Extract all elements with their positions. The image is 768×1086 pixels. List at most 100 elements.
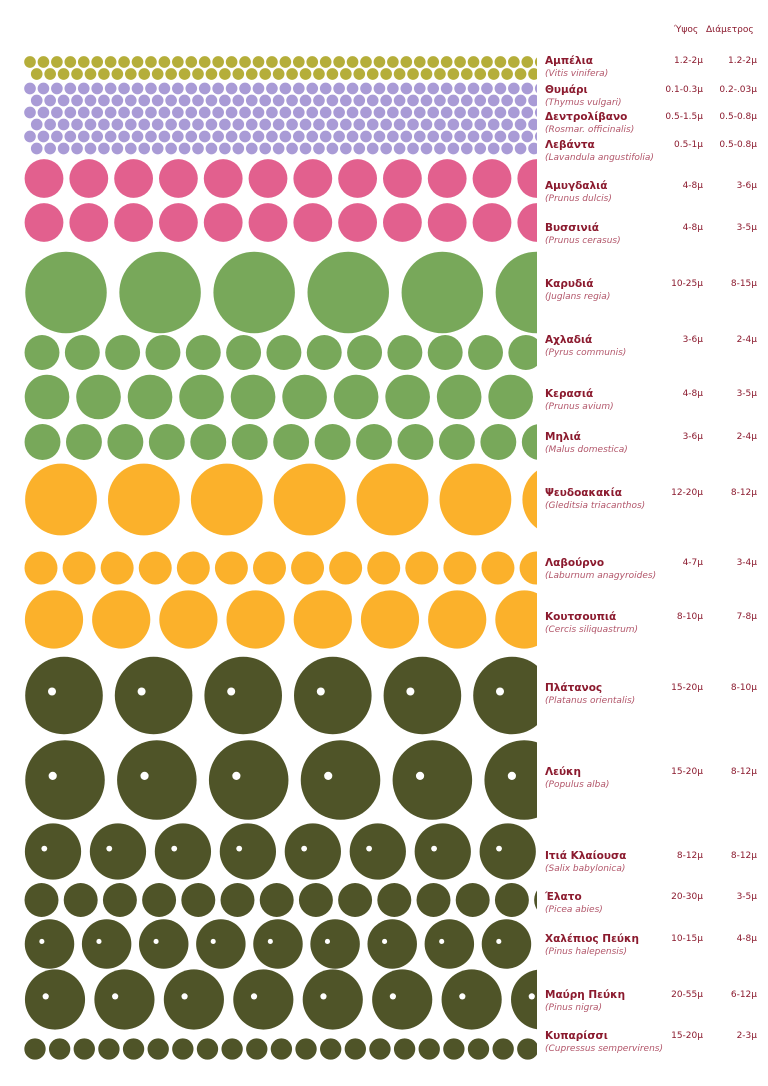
tree-shape xyxy=(440,56,453,68)
tree-shape xyxy=(418,1038,440,1060)
tree-shape xyxy=(501,142,513,155)
tree-shape xyxy=(98,1038,120,1060)
height-value: 10-25μ xyxy=(671,279,703,289)
latin-name: (Thymus vulgari) xyxy=(545,98,622,108)
tree-shape xyxy=(84,118,97,131)
tree-shape xyxy=(306,335,342,370)
tree-shape xyxy=(205,94,218,107)
tree-shape xyxy=(366,94,379,107)
tree-shape xyxy=(313,68,325,80)
tree-shape xyxy=(310,919,360,969)
tree-shape xyxy=(127,374,173,420)
tree-shape xyxy=(158,130,171,143)
tree-name: Αμυγδαλιά xyxy=(545,180,608,192)
tree-shape xyxy=(24,56,36,68)
tree-shape xyxy=(393,1038,416,1060)
tree-shape xyxy=(239,82,251,95)
tree-shape xyxy=(37,82,50,95)
diameter-value: 8-12μ xyxy=(730,488,757,498)
tree-shape xyxy=(360,590,420,649)
tree-shape xyxy=(383,203,422,242)
tree-shape xyxy=(192,142,204,155)
tree-hole xyxy=(48,687,56,696)
tree-shape xyxy=(387,56,399,68)
tree-shape xyxy=(407,118,419,131)
tree-hole xyxy=(250,993,258,1000)
tree-shape xyxy=(400,130,413,143)
tree-shape xyxy=(413,130,426,143)
height-value: 8-12μ xyxy=(676,851,703,861)
tree-shape xyxy=(25,740,105,820)
tree-name: Μαύρη Πεύκη xyxy=(545,989,626,1001)
tree-shape xyxy=(472,203,512,242)
tree-shape xyxy=(393,142,406,155)
tree-shape xyxy=(454,106,466,119)
tree-shape xyxy=(172,56,184,68)
tree-shape xyxy=(151,142,164,155)
tree-shape xyxy=(508,106,520,119)
tree-shape xyxy=(124,142,137,155)
tree-shape xyxy=(279,56,292,68)
tree-shape xyxy=(212,56,224,68)
tree-shape xyxy=(387,82,399,95)
tree-shape xyxy=(178,118,191,131)
tree-shape xyxy=(467,56,480,68)
tree-shape xyxy=(454,130,466,143)
tree-shape xyxy=(212,130,224,143)
tree-shape xyxy=(24,203,64,242)
tree-shape xyxy=(480,424,517,460)
tree-shape xyxy=(198,106,211,119)
tree-shape xyxy=(71,68,83,80)
tree-shape xyxy=(521,424,537,460)
tree-shape xyxy=(213,251,295,334)
tree-shape xyxy=(165,94,177,107)
tree-shape xyxy=(369,1038,391,1060)
tree-shape xyxy=(51,56,63,68)
tree-shape xyxy=(380,142,392,155)
tree-shape xyxy=(299,142,312,155)
tree-shape xyxy=(24,106,36,119)
tree-shape xyxy=(440,82,453,95)
tree-shape xyxy=(158,56,171,68)
diameter-value: 0.5-0.8μ xyxy=(719,140,757,150)
tree-shape xyxy=(488,374,533,420)
tree-shape xyxy=(306,56,319,68)
tree-shape xyxy=(138,94,151,107)
tree-shape xyxy=(212,82,224,95)
tree-shape xyxy=(467,106,480,119)
tree-shape xyxy=(138,118,151,131)
tree-shape xyxy=(284,823,341,880)
tree-shape xyxy=(178,68,191,80)
tree-shape xyxy=(494,82,507,95)
tree-shape xyxy=(111,142,124,155)
tree-shape xyxy=(380,68,392,80)
tree-shape xyxy=(338,203,377,242)
tree-shape xyxy=(57,68,70,80)
tree-shape xyxy=(295,1038,317,1060)
tree-shape xyxy=(205,68,218,80)
tree-shape xyxy=(460,118,473,131)
height-value: 20-55μ xyxy=(671,990,703,1000)
tree-name: Δεντρολίβανο xyxy=(545,111,628,123)
tree-shape xyxy=(30,118,43,131)
tree-shape xyxy=(185,335,221,370)
diameter-value: 8-10μ xyxy=(730,683,757,693)
tree-shape xyxy=(401,251,484,334)
tree-shape xyxy=(400,82,413,95)
tree-shape xyxy=(24,551,58,585)
height-value: 4-8μ xyxy=(682,223,703,233)
tree-shape xyxy=(454,56,466,68)
tree-shape xyxy=(151,94,164,107)
tree-shape xyxy=(299,118,312,131)
tree-shape xyxy=(139,919,189,969)
tree-shape xyxy=(107,463,180,536)
tree-shape xyxy=(100,551,134,585)
tree-shape xyxy=(292,106,305,119)
height-value: 3-6μ xyxy=(682,432,703,442)
tree-shape xyxy=(447,118,460,131)
tree-shape xyxy=(91,56,104,68)
tree-hole xyxy=(236,845,243,852)
tree-shape xyxy=(208,740,289,820)
tree-shape xyxy=(198,130,211,143)
latin-name: (Populus alba) xyxy=(545,780,610,790)
